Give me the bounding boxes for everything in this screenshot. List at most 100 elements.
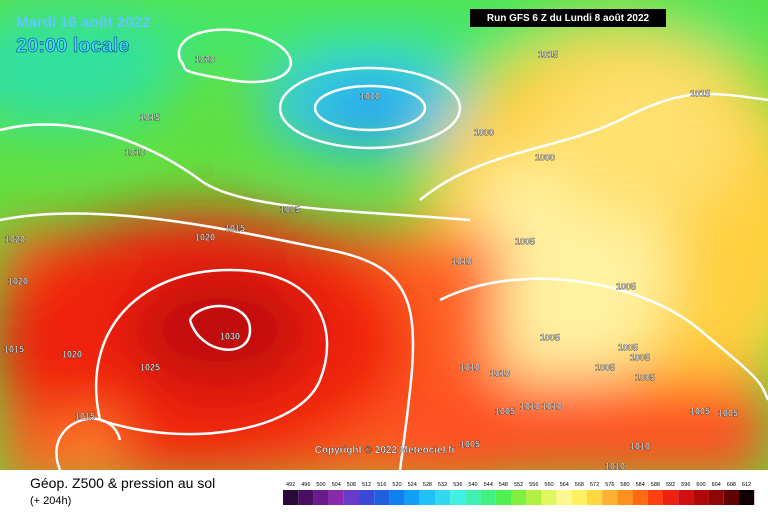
isobar-label: 1010 <box>490 368 510 378</box>
colorbar-swatch <box>663 490 679 505</box>
forecast-lead: (+ 204h) <box>30 495 71 507</box>
colorbar-label: 512 <box>362 482 371 488</box>
colorbar-swatch <box>739 490 755 505</box>
colorbar-label: 608 <box>727 482 736 488</box>
colorbar-swatch <box>480 490 496 505</box>
colorbar-label: 544 <box>484 482 493 488</box>
isobar-label: 1000 <box>535 152 555 162</box>
isobar-label: 1010 <box>460 362 480 372</box>
colorbar-swatch <box>283 490 299 505</box>
colorbar-label: 508 <box>347 482 356 488</box>
isobar-labels: 1020 1015 1010 1000 1000 1015 1015 1000 1005 1015… <box>4 49 738 471</box>
isobar-label: 1000 <box>360 91 380 101</box>
colorbar-swatch <box>556 490 572 505</box>
isobar-label: 1010 <box>542 401 562 411</box>
isobar-label: 1015 <box>690 88 710 98</box>
colorbar-swatch <box>343 490 359 505</box>
isobars <box>0 28 768 470</box>
colorbar-swatch <box>526 490 542 505</box>
colorbar: 492 496 500 504 508 512 516 520 524 528 532 536 540 5… <box>283 482 755 505</box>
colorbar-swatch <box>541 490 557 505</box>
isobar-label: 1030 <box>220 331 240 341</box>
isobar-label: 1015 <box>538 49 558 59</box>
isobar-label: 1020 <box>195 54 215 64</box>
colorbar-swatch <box>313 490 329 505</box>
colorbar-label: 492 <box>286 482 295 488</box>
colorbar-label: 580 <box>620 482 629 488</box>
colorbar-label: 548 <box>499 482 508 488</box>
colorbar-label: 596 <box>681 482 690 488</box>
isobar-label: 1015 <box>225 223 245 233</box>
colorbar-label: 564 <box>560 482 569 488</box>
isobar-label: 1020 <box>195 232 215 242</box>
colorbar-label: 520 <box>392 482 401 488</box>
isobar-label: 1020 <box>5 234 25 244</box>
colorbar-swatch <box>435 490 451 505</box>
colorbar-swatch <box>571 490 587 505</box>
colorbar-swatch <box>419 490 435 505</box>
isobar-label: 1005 <box>635 372 655 382</box>
colorbar-label: 532 <box>438 482 447 488</box>
colorbar-label: 500 <box>316 482 325 488</box>
colorbar-label: 540 <box>468 482 477 488</box>
isobar-label: 1005 <box>515 236 535 246</box>
colorbar-swatch <box>678 490 694 505</box>
isobar-label: 1005 <box>630 352 650 362</box>
time: 20:00 locale <box>16 35 129 57</box>
isobar-label: 1020 <box>8 276 28 286</box>
colorbar-label: 504 <box>332 482 341 488</box>
colorbar-swatch <box>450 490 466 505</box>
isobar-label: 1025 <box>140 362 160 372</box>
isobar-label: 1015 <box>75 411 95 421</box>
colorbar-swatch <box>511 490 527 505</box>
colorbar-swatch <box>374 490 390 505</box>
colorbar-label: 568 <box>575 482 584 488</box>
isobar-label: 1010 <box>125 147 145 157</box>
colorbar-swatch <box>602 490 618 505</box>
colorbar-label: 556 <box>529 482 538 488</box>
colorbar-swatch <box>389 490 405 505</box>
date: Mardi 16 août 2022 <box>16 14 150 31</box>
colorbar-swatch <box>404 490 420 505</box>
isobar-label: 1010 <box>520 401 540 411</box>
colorbar-label: 516 <box>377 482 386 488</box>
colorbar-label: 536 <box>453 482 462 488</box>
map-field <box>0 0 768 470</box>
colorbar-swatch <box>359 490 375 505</box>
footer-title: Géop. Z500 & pression au sol <box>30 475 215 491</box>
colorbar-swatch <box>495 490 511 505</box>
colorbar-swatch <box>647 490 663 505</box>
colorbar-label: 600 <box>696 482 705 488</box>
colorbar-swatch <box>587 490 603 505</box>
isobar-label: 1010 <box>630 441 650 451</box>
colorbar-label: 612 <box>742 482 751 488</box>
colorbar-label: 576 <box>605 482 614 488</box>
isobar-label: 1005 <box>540 332 560 342</box>
colorbar-label: 604 <box>712 482 721 488</box>
isobar-label: 1005 <box>595 362 615 372</box>
colorbar-label: 584 <box>636 482 645 488</box>
colorbar-label: 588 <box>651 482 660 488</box>
colorbar-swatch <box>723 490 739 505</box>
colorbar-label: 496 <box>301 482 310 488</box>
colorbar-label: 560 <box>544 482 553 488</box>
colorbar-swatch <box>465 490 481 505</box>
colorbar-swatch <box>617 490 633 505</box>
colorbar-label: 572 <box>590 482 599 488</box>
colorbar-label: 524 <box>408 482 417 488</box>
colorbar-label: 528 <box>423 482 432 488</box>
isobar-label: 1010 <box>452 256 472 266</box>
colorbar-label: 552 <box>514 482 523 488</box>
isobar-label: 1020 <box>62 349 82 359</box>
colorbar-swatch <box>298 490 314 505</box>
isobar-label: 1005 <box>280 204 300 214</box>
colorbar-label: 592 <box>666 482 675 488</box>
isobar-label: 1010 <box>605 461 625 471</box>
isobar-label: 1005 <box>618 342 638 352</box>
isobar-label: 1005 <box>690 406 710 416</box>
run-info: Run GFS 6 Z du Lundi 8 août 2022 <box>487 13 650 24</box>
colorbar-swatch <box>328 490 344 505</box>
isobar-label: 1000 <box>474 127 494 137</box>
isobar-label: 1015 <box>4 344 24 354</box>
